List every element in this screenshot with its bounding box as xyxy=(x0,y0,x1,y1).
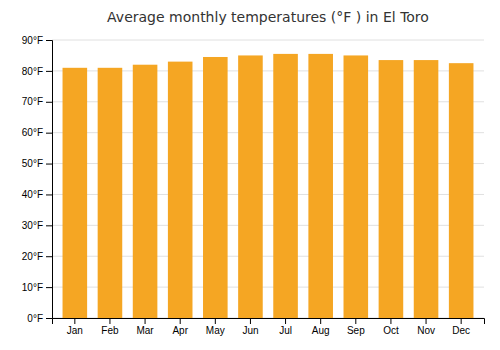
bar xyxy=(308,54,333,318)
x-tick-mark xyxy=(426,318,427,324)
x-tick: Nov xyxy=(417,318,435,336)
y-tick-mark xyxy=(46,133,52,134)
x-tick-mark xyxy=(145,318,146,324)
y-tick-mark xyxy=(46,194,52,195)
x-tick: Sep xyxy=(347,318,365,336)
y-tick-mark xyxy=(46,102,52,103)
x-tick-label: Aug xyxy=(312,325,330,336)
grid-line xyxy=(52,40,484,41)
x-tick-label: Mar xyxy=(136,325,154,336)
y-tick-label: 40°F xyxy=(22,189,43,200)
y-tick: 70°F xyxy=(22,96,52,107)
x-tick: Dec xyxy=(452,318,470,336)
x-tick: Oct xyxy=(383,318,399,336)
bar xyxy=(379,60,404,318)
y-tick-mark xyxy=(46,71,52,72)
x-tick-mark xyxy=(215,318,216,324)
x-axis: Jan Feb Mar Apr May Jun Jul Aug Sep Oct Nov Dec xyxy=(53,318,485,336)
y-tick: 0°F xyxy=(27,313,52,324)
bar xyxy=(63,68,88,318)
grid xyxy=(52,40,484,318)
y-tick-label: 70°F xyxy=(22,96,43,107)
y-tick-mark xyxy=(46,287,52,288)
y-tick: 30°F xyxy=(22,220,52,231)
y-tick: 60°F xyxy=(22,127,52,138)
y-tick: 40°F xyxy=(22,189,52,200)
x-tick: Aug xyxy=(312,318,330,336)
y-tick-label: 30°F xyxy=(22,220,43,231)
x-tick-label: Feb xyxy=(101,325,119,336)
x-tick: Jan xyxy=(67,318,83,336)
y-tick-mark xyxy=(46,40,52,41)
x-tick: Jun xyxy=(242,318,258,336)
y-tick: 80°F xyxy=(22,66,52,77)
x-tick: Feb xyxy=(101,318,119,336)
bar xyxy=(238,55,263,318)
x-tick-label: May xyxy=(206,325,225,336)
y-tick-mark xyxy=(46,318,52,319)
y-tick: 20°F xyxy=(22,251,52,262)
x-tick-mark xyxy=(250,318,251,324)
y-tick-label: 80°F xyxy=(22,66,43,77)
x-tick-mark xyxy=(74,318,75,324)
x-tick-label: Oct xyxy=(383,325,399,336)
x-tick: Mar xyxy=(136,318,154,336)
y-tick-label: 50°F xyxy=(22,158,43,169)
y-tick-label: 10°F xyxy=(22,282,43,293)
x-tick-mark xyxy=(320,318,321,324)
bar xyxy=(449,63,474,318)
bar xyxy=(168,62,193,318)
bar xyxy=(273,54,298,318)
y-tick-mark xyxy=(46,256,52,257)
x-tick-mark xyxy=(180,318,181,324)
x-tick-label: Jun xyxy=(242,325,258,336)
x-tick: Jul xyxy=(279,318,292,336)
x-tick-mark xyxy=(109,318,110,324)
y-tick: 10°F xyxy=(22,282,52,293)
x-tick-mark xyxy=(285,318,286,324)
plot-area xyxy=(63,54,474,318)
x-tick-mark xyxy=(355,318,356,324)
x-tick-label: Jul xyxy=(279,325,292,336)
y-tick: 90°F xyxy=(22,35,52,46)
x-tick: Apr xyxy=(172,318,188,336)
y-tick-label: 60°F xyxy=(22,127,43,138)
x-tick: May xyxy=(206,318,225,336)
bar xyxy=(133,65,158,318)
y-axis: 0°F 10°F 20°F 30°F 40°F 50°F 60°F 70°F 80°F 90°F xyxy=(22,35,53,324)
y-tick-label: 20°F xyxy=(22,251,43,262)
bar xyxy=(98,68,123,318)
x-tick-label: Dec xyxy=(452,325,470,336)
x-tick-mark xyxy=(390,318,391,324)
bar xyxy=(414,60,439,318)
x-tick-label: Apr xyxy=(172,325,188,336)
y-tick-label: 0°F xyxy=(27,313,43,324)
x-tick-label: Nov xyxy=(417,325,435,336)
bar xyxy=(203,57,228,318)
chart: 0°F 10°F 20°F 30°F 40°F 50°F 60°F 70°F 80°F 90°F J… xyxy=(0,0,500,350)
bar xyxy=(344,55,369,318)
x-tick-mark xyxy=(461,318,462,324)
x-axis-line xyxy=(53,319,485,325)
title: Average monthly temperatures (°F ) in El… xyxy=(107,9,429,25)
y-axis-line xyxy=(46,41,53,319)
y-tick: 50°F xyxy=(22,158,52,169)
x-tick-label: Sep xyxy=(347,325,365,336)
y-tick-mark xyxy=(46,164,52,165)
x-tick-label: Jan xyxy=(67,325,83,336)
y-tick-mark xyxy=(46,225,52,226)
y-tick-label: 90°F xyxy=(22,35,43,46)
